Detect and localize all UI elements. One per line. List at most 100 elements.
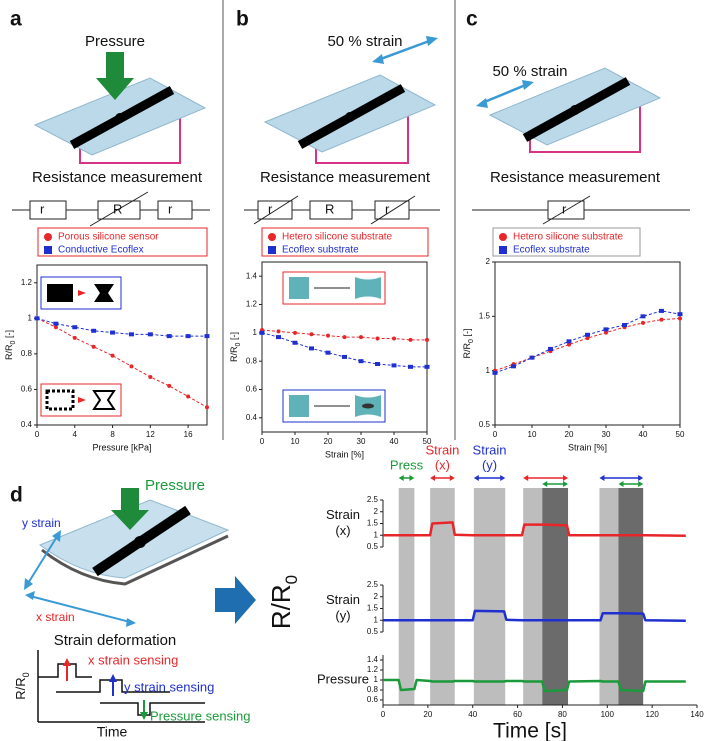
- y-axis-title: R/R0 [-]: [4, 330, 17, 360]
- marker: [425, 337, 429, 342]
- y-axis-title-suffix: [-]: [462, 329, 472, 340]
- marker: [110, 330, 116, 335]
- marker: [167, 383, 172, 388]
- span-label: Strain: [473, 442, 507, 457]
- sensing-label: y strain sensing: [124, 679, 214, 694]
- resistor: [309, 200, 353, 220]
- arrow-head: [63, 658, 71, 666]
- arrow-head: [52, 530, 61, 542]
- wire: [79, 112, 181, 164]
- sensing-label: x strain sensing: [88, 652, 178, 667]
- time-span: [430, 488, 455, 705]
- y-axis-title: R/R0: [266, 575, 301, 629]
- y-tick-label: 0.4: [21, 420, 33, 429]
- force-label: Pressure: [145, 477, 205, 494]
- sensor-node: [570, 105, 580, 115]
- arrow-head: [522, 80, 534, 90]
- marker: [529, 355, 535, 360]
- marker: [492, 370, 498, 375]
- x-tick-label: 40: [390, 437, 399, 446]
- resistor: [257, 200, 293, 220]
- variable-arrow: [542, 195, 591, 225]
- circuit-label: r: [40, 201, 45, 216]
- marker: [276, 329, 281, 334]
- legend-frame: [37, 227, 208, 257]
- circuit-label: R: [113, 201, 122, 216]
- marker: [110, 353, 115, 358]
- y-axis-title-sub: 0: [235, 342, 242, 346]
- sensor-node: [115, 113, 125, 123]
- trend-line: [36, 317, 207, 337]
- marker: [603, 327, 609, 332]
- schematic-ylabel-text: R/R: [13, 677, 28, 699]
- marker: [408, 337, 413, 342]
- inset-arrow: [78, 290, 86, 296]
- trace: [383, 521, 686, 537]
- y-tick-label: 0.6: [21, 385, 33, 394]
- marker: [309, 332, 314, 337]
- marker: [205, 405, 209, 410]
- x-tick-label: 10: [291, 437, 300, 446]
- marker: [585, 336, 590, 341]
- legend-marker: [499, 246, 507, 254]
- panel-label: b: [236, 8, 249, 31]
- arrow-head: [398, 475, 404, 481]
- y-tick-label: 1.4: [246, 271, 258, 280]
- time-span: [523, 488, 543, 705]
- legend-marker: [44, 246, 52, 254]
- x-axis-title: Time [s]: [493, 720, 567, 741]
- y-tick-label: 2.5: [367, 580, 379, 589]
- legend-marker: [268, 246, 276, 254]
- marker: [325, 350, 331, 355]
- variable-arrow: [253, 195, 299, 225]
- trend-line: [494, 318, 681, 372]
- panel-label: a: [10, 8, 22, 31]
- y-tick-label: 1: [374, 530, 379, 539]
- arrow-head: [372, 54, 384, 64]
- schematic-ylabel: R/R0: [13, 672, 31, 699]
- y-axis-title-sub: 0: [10, 340, 17, 344]
- y-tick-label: 0.5: [367, 627, 379, 636]
- y-tick-label: 1.4: [367, 655, 379, 664]
- arrow-head: [500, 475, 506, 481]
- measurement-label: Resistance measurement: [260, 169, 431, 186]
- arrow-head: [426, 36, 438, 46]
- panel-label: c: [466, 8, 478, 31]
- span-label: (x): [435, 457, 450, 472]
- strain-arrow: [481, 82, 529, 105]
- x-tick-label: 80: [558, 710, 567, 719]
- plot-frame: [494, 261, 681, 426]
- arrow-head: [638, 475, 644, 481]
- marker: [53, 321, 59, 326]
- y-axis-title-suffix: [-]: [229, 332, 239, 343]
- y-tick-label: 0.8: [367, 685, 379, 694]
- y-tick-label: 1: [28, 313, 33, 322]
- marker: [659, 317, 664, 322]
- pressure-arrow: [96, 52, 134, 100]
- circuit-label: r: [562, 201, 567, 216]
- arrow-head: [563, 481, 569, 487]
- x-tick-label: 20: [324, 437, 333, 446]
- marker: [326, 333, 330, 338]
- inset-shape: [289, 277, 309, 299]
- flow-arrow: [215, 576, 256, 624]
- span-label: Press: [390, 457, 424, 472]
- measurement-label: Resistance measurement: [490, 169, 661, 186]
- marker: [622, 323, 627, 328]
- strain-arrow: [377, 38, 433, 62]
- marker: [391, 363, 397, 368]
- strain-label: y strain: [22, 516, 61, 530]
- arrow-head: [109, 674, 117, 682]
- x-tick-label: 12: [146, 430, 155, 439]
- legend-marker: [268, 233, 276, 241]
- marker: [259, 330, 265, 335]
- y-tick-label: 0.5: [367, 542, 379, 551]
- x-tick-label: 10: [528, 430, 537, 439]
- y-axis-title-text: R/R: [266, 584, 296, 629]
- sensing-label: Pressure sensing: [150, 708, 250, 723]
- marker: [342, 354, 347, 359]
- y-axis-title-suffix: [-]: [4, 330, 14, 341]
- marker: [548, 346, 553, 351]
